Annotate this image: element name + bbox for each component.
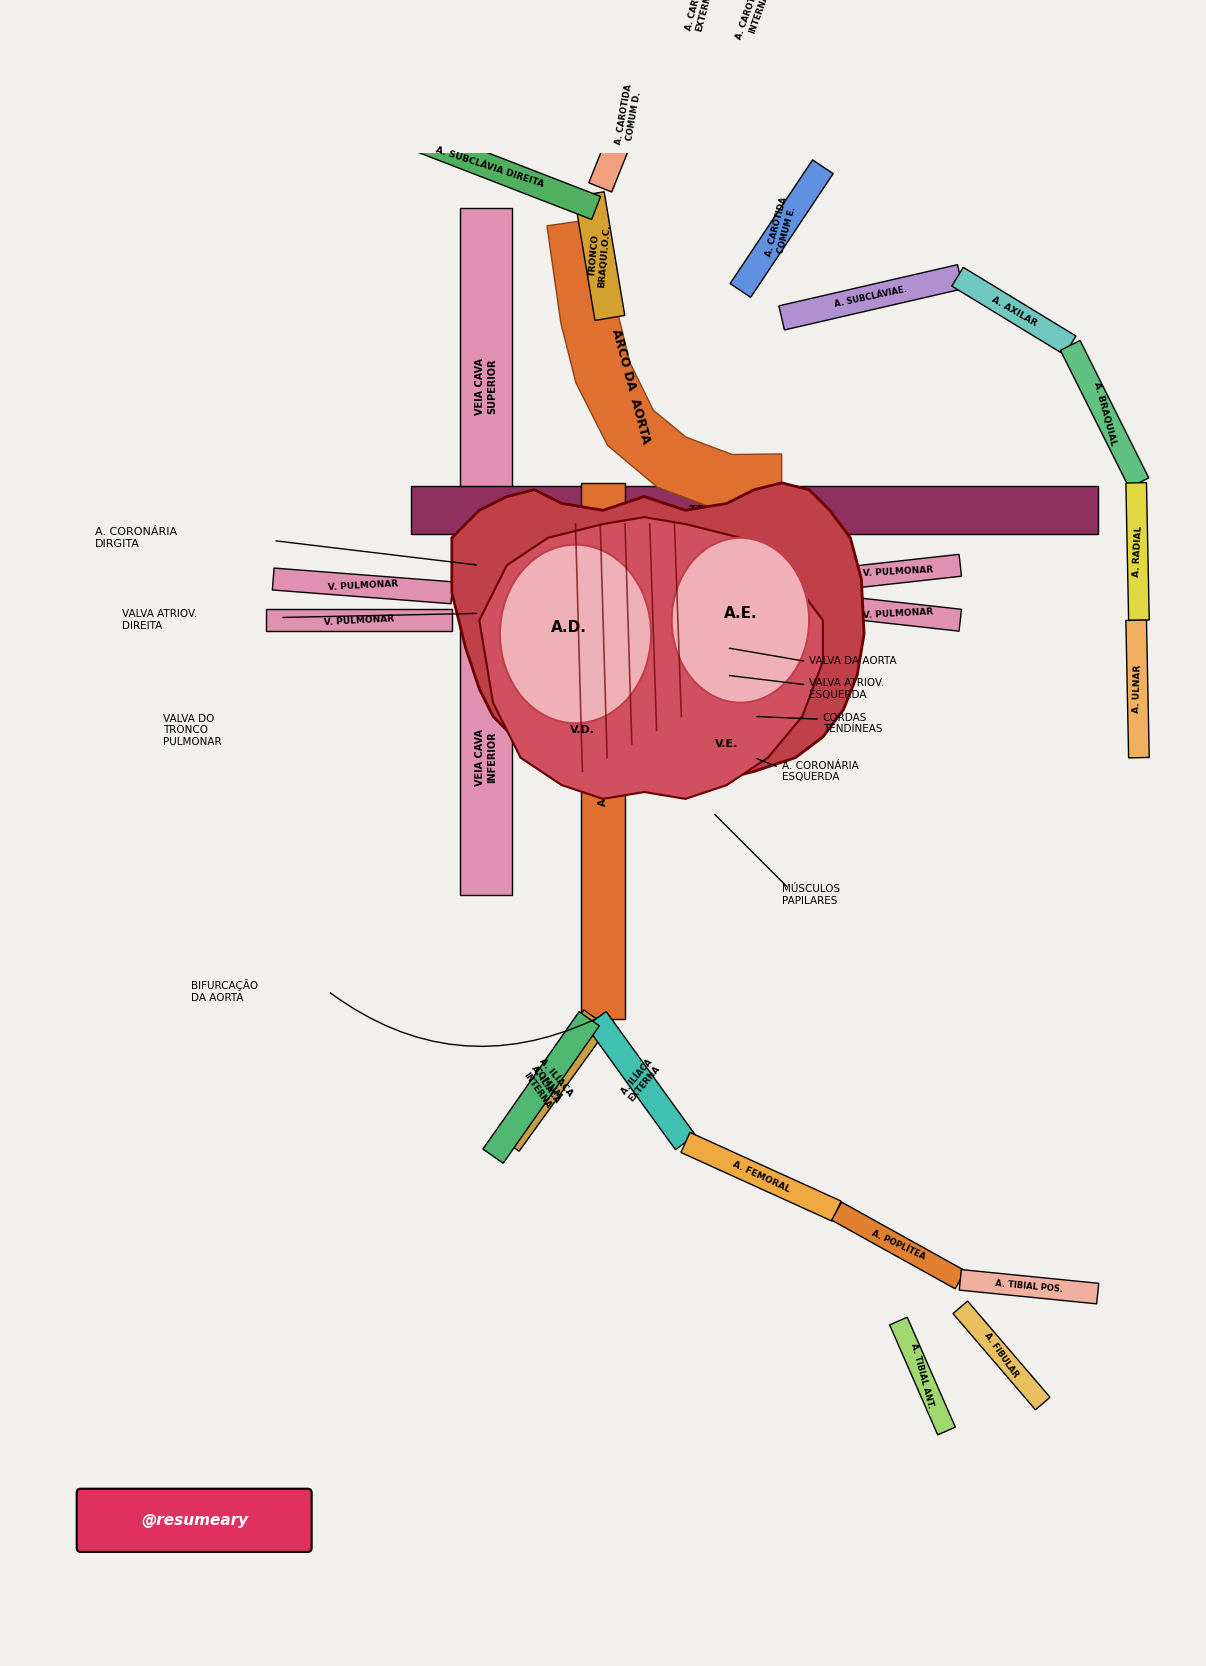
Polygon shape: [479, 516, 822, 800]
Text: VALVA ATRIOV.
ESQUERDA: VALVA ATRIOV. ESQUERDA: [809, 678, 884, 700]
Text: A. BRAQUIAL: A. BRAQUIAL: [1091, 382, 1118, 446]
Polygon shape: [273, 568, 452, 603]
Polygon shape: [953, 1301, 1050, 1409]
Polygon shape: [267, 610, 452, 631]
Text: TRONCO  PULMONAR: TRONCO PULMONAR: [689, 505, 820, 515]
Polygon shape: [581, 483, 625, 1018]
Polygon shape: [704, 0, 804, 70]
Text: A. POPLÍTEA: A. POPLÍTEA: [871, 1230, 926, 1261]
Text: VALVA DA AORTA: VALVA DA AORTA: [809, 656, 897, 666]
Text: A. CAROT.
EXTERNA: A. CAROT. EXTERNA: [684, 0, 715, 33]
Polygon shape: [681, 1133, 841, 1221]
Polygon shape: [379, 113, 601, 220]
Text: A. SUBCLÁVIAE.: A. SUBCLÁVIAE.: [833, 285, 908, 310]
Text: A. CARÓTIDA
COMUM E.: A. CARÓTIDA COMUM E.: [765, 197, 798, 260]
Text: CORDAS
TENDÍNEAS: CORDAS TENDÍNEAS: [822, 713, 883, 735]
Text: A. FEMORAL: A. FEMORAL: [731, 1160, 791, 1195]
Text: TRONCO
BRAQUI.O.C.: TRONCO BRAQUI.O.C.: [587, 223, 611, 288]
Polygon shape: [548, 218, 781, 511]
Text: V. PULMONAR: V. PULMONAR: [863, 606, 933, 620]
Polygon shape: [1126, 483, 1149, 620]
Polygon shape: [494, 1010, 608, 1151]
Text: V.E.: V.E.: [715, 740, 738, 750]
Text: V.D.: V.D.: [570, 725, 595, 735]
Polygon shape: [410, 486, 1097, 535]
Text: A. RADIAL: A. RADIAL: [1131, 526, 1143, 578]
Ellipse shape: [672, 538, 809, 703]
Polygon shape: [1126, 620, 1149, 758]
Text: @resumeary: @resumeary: [141, 1513, 248, 1528]
Polygon shape: [730, 160, 833, 297]
Polygon shape: [779, 265, 964, 330]
Text: A. CAROTIDA
COMUM D.: A. CAROTIDA COMUM D.: [614, 83, 644, 147]
Text: AORTA DESCENDEN.: AORTA DESCENDEN.: [598, 696, 608, 806]
Text: A. AXILAR: A. AXILAR: [990, 295, 1038, 328]
FancyBboxPatch shape: [77, 1489, 311, 1553]
Polygon shape: [586, 1011, 696, 1150]
Text: A. ILÍACA
INTERNA: A. ILÍACA INTERNA: [521, 1065, 562, 1111]
Polygon shape: [452, 483, 863, 778]
Polygon shape: [662, 0, 736, 62]
Polygon shape: [836, 555, 961, 590]
Polygon shape: [459, 620, 513, 895]
Text: VALVA ATRIOV.
DIREITA: VALVA ATRIOV. DIREITA: [122, 610, 197, 631]
Text: A. ILÍACA
COMUM: A. ILÍACA COMUM: [529, 1056, 574, 1105]
Text: A. SUBCLÁVIA DIREITA: A. SUBCLÁVIA DIREITA: [434, 145, 545, 188]
Text: A.E.: A.E.: [724, 606, 757, 621]
Text: VEIA CAVA
INFERIOR: VEIA CAVA INFERIOR: [475, 730, 497, 786]
Text: V. PULMONAR: V. PULMONAR: [863, 566, 933, 578]
Text: A. TIBIAL ANT.: A. TIBIAL ANT.: [909, 1343, 936, 1409]
Text: VALVA DO
TRONCO
PULMONAR: VALVA DO TRONCO PULMONAR: [163, 713, 222, 746]
Polygon shape: [482, 1011, 599, 1163]
Text: MÚSCULOS
PAPILARES: MÚSCULOS PAPILARES: [781, 885, 839, 906]
Text: A. CAROTIDA
INTERNA: A. CAROTIDA INTERNA: [734, 0, 774, 45]
Polygon shape: [574, 192, 625, 320]
Polygon shape: [589, 38, 669, 192]
Polygon shape: [459, 208, 513, 565]
Text: V. PULMONAR: V. PULMONAR: [327, 580, 398, 591]
Polygon shape: [959, 1269, 1099, 1304]
Polygon shape: [832, 1203, 965, 1289]
Text: A. CORONÁRIA
ESQUERDA: A. CORONÁRIA ESQUERDA: [781, 761, 859, 783]
Polygon shape: [836, 595, 961, 631]
Text: V. PULMONAR: V. PULMONAR: [323, 613, 394, 626]
Text: BIFURCAÇÃO
DA AORTA: BIFURCAÇÃO DA AORTA: [191, 980, 258, 1003]
Text: A. ILÍACA
EXTERNA: A. ILÍACA EXTERNA: [620, 1058, 662, 1103]
Text: A. FIBULAR: A. FIBULAR: [983, 1331, 1020, 1379]
Text: VEIA CAVA
SUPERIOR: VEIA CAVA SUPERIOR: [475, 358, 497, 415]
Text: A. ULNAR: A. ULNAR: [1132, 665, 1143, 713]
Text: A.D.: A.D.: [551, 620, 586, 635]
Polygon shape: [890, 1318, 955, 1434]
Text: ARCO DA  AORTA: ARCO DA AORTA: [609, 328, 652, 445]
Ellipse shape: [500, 545, 651, 723]
Polygon shape: [952, 267, 1076, 355]
Text: A. CORONÁRIA
DIRGITA: A. CORONÁRIA DIRGITA: [94, 526, 177, 548]
Text: A. TIBIAL POS.: A. TIBIAL POS.: [995, 1279, 1064, 1294]
Polygon shape: [1060, 340, 1149, 488]
